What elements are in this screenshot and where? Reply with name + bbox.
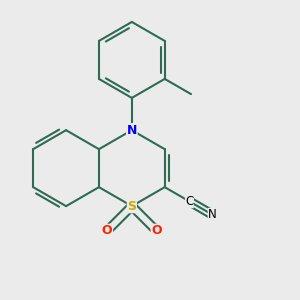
Text: N: N bbox=[127, 124, 137, 137]
Text: O: O bbox=[151, 224, 162, 237]
Text: S: S bbox=[127, 200, 136, 213]
Text: N: N bbox=[208, 208, 217, 221]
Text: O: O bbox=[102, 224, 112, 237]
Text: C: C bbox=[185, 195, 194, 208]
